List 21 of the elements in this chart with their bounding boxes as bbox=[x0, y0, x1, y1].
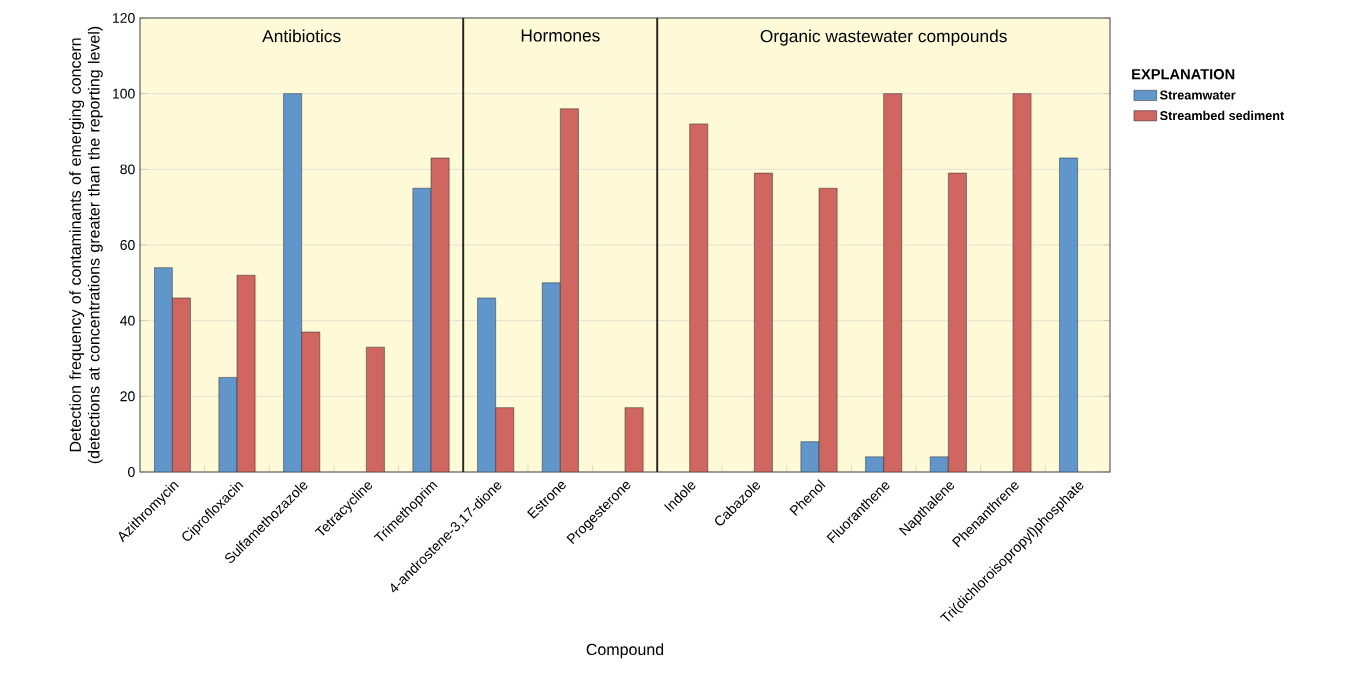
bar bbox=[366, 346, 385, 472]
band-label: Organic wastewater compounds bbox=[760, 29, 1007, 46]
band-label: Hormones bbox=[521, 29, 600, 42]
bar bbox=[1012, 93, 1032, 472]
y-axis-title: Detection frequency of contaminants of emerging concern (detections at concentrations greater than the reporting level) bbox=[69, 26, 103, 464]
bar bbox=[754, 172, 773, 472]
x-axis-title: Compound bbox=[586, 643, 664, 659]
y-tick-label: 20 bbox=[120, 391, 135, 402]
y-tick-label: 120 bbox=[113, 13, 135, 23]
legend-title: EXPLANATION bbox=[1132, 69, 1235, 80]
y-tick-label: 100 bbox=[113, 88, 135, 99]
bar bbox=[689, 123, 709, 472]
bar bbox=[1059, 157, 1078, 472]
legend-label: Streambed sediment bbox=[1159, 110, 1285, 121]
y-tick-label: 60 bbox=[120, 240, 135, 250]
y-tick-label: 40 bbox=[120, 315, 135, 326]
legend-label: Streamwater bbox=[1159, 90, 1236, 100]
band-label: Antibiotics bbox=[262, 29, 341, 43]
y-tick-label: 0 bbox=[128, 467, 135, 477]
bar bbox=[624, 407, 644, 472]
y-tick-label: 80 bbox=[120, 164, 135, 175]
